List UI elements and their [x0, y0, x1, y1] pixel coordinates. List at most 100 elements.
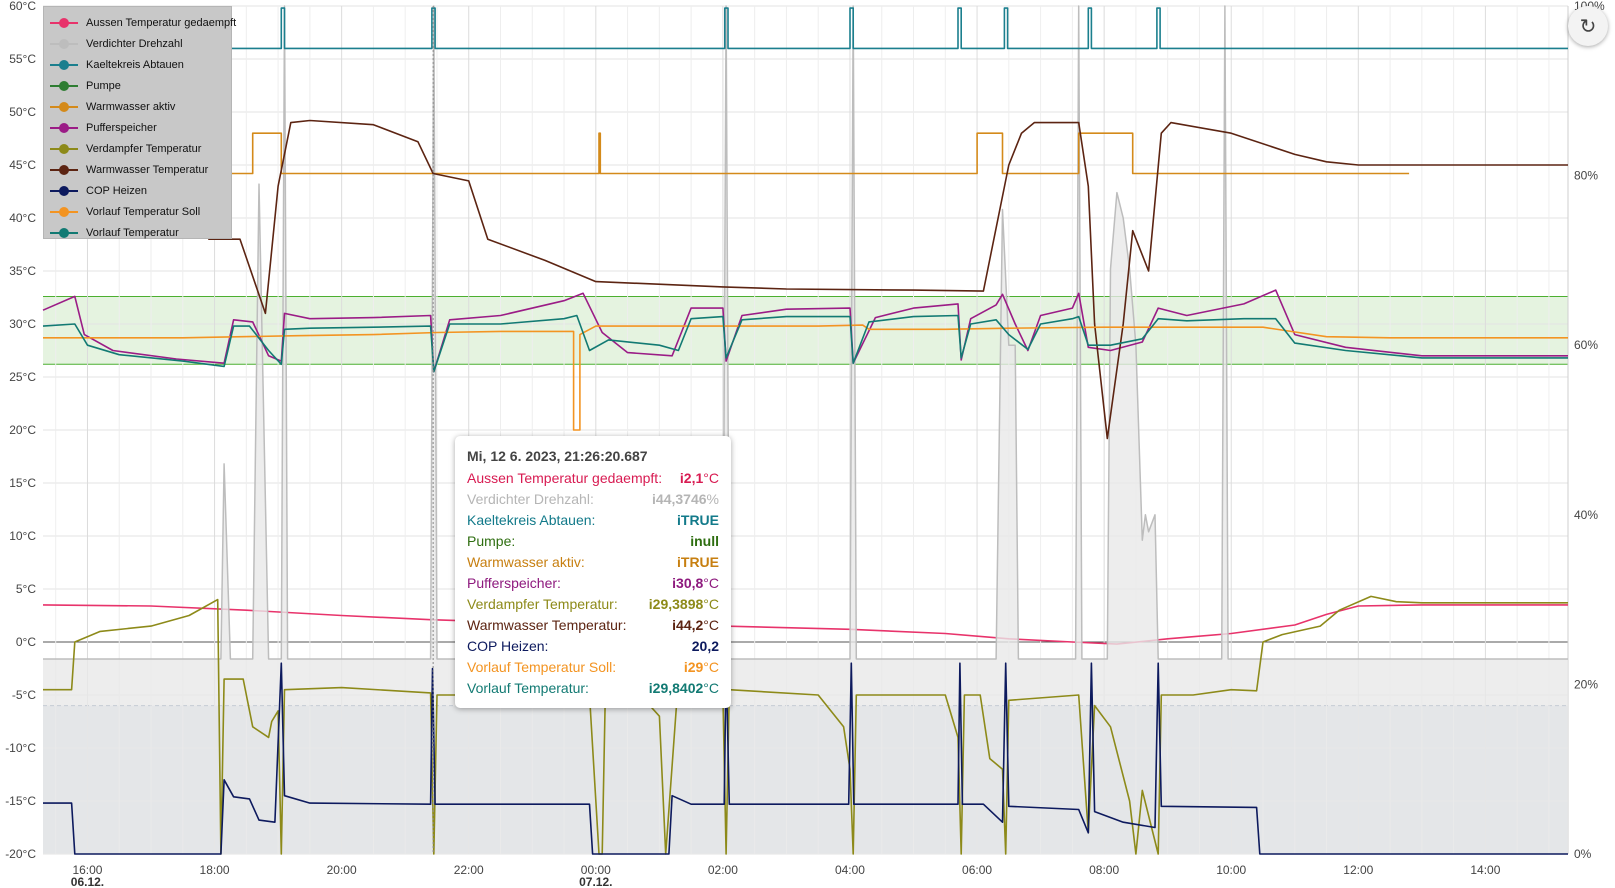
- y-left-tick-label: -20°C: [5, 847, 36, 861]
- legend-item[interactable]: Vorlauf Temperatur: [50, 223, 179, 243]
- x-tick-label: 20:00: [327, 863, 357, 877]
- series-area-1: [43, 6, 1568, 854]
- tooltip-row-label: Kaeltekreis Abtauen:: [467, 512, 596, 528]
- y-left-tick-label: 40°C: [9, 211, 36, 225]
- y-left-tick-label: 20°C: [9, 423, 36, 437]
- x-tick-date: 06.12.: [71, 875, 104, 888]
- legend-item[interactable]: Pufferspeicher: [50, 118, 157, 138]
- y-left-tick-label: -5°C: [12, 688, 36, 702]
- legend-item[interactable]: Warmwasser aktiv: [50, 97, 175, 117]
- legend-item[interactable]: Vorlauf Temperatur Soll: [50, 202, 200, 222]
- legend-item[interactable]: Kaeltekreis Abtauen: [50, 55, 184, 75]
- legend-item[interactable]: COP Heizen: [50, 181, 147, 201]
- tooltip-row-label: Pufferspeicher:: [467, 575, 561, 591]
- y-axis-left: 60°C 55°C 50°C 45°C 40°C 35°C 30°C 25°C 20°C 15°C…: [5, 0, 36, 861]
- y-right-tick-label: 80%: [1574, 169, 1598, 183]
- tooltip-row-label: Verdampfer Temperatur:: [467, 596, 618, 612]
- tooltip-row: Pumpe: inull: [467, 533, 719, 553]
- legend-label: Aussen Temperatur gedaempft: [86, 17, 237, 29]
- legend-swatch-icon: [50, 165, 78, 175]
- series-line-10: [42, 314, 1568, 373]
- x-tick-label: 04:00: [835, 863, 865, 877]
- tooltip-row: Aussen Temperatur gedaempft: i2,1°C: [467, 470, 719, 490]
- legend-item[interactable]: Verdichter Drehzahl: [50, 34, 183, 54]
- refresh-button[interactable]: ↻: [1568, 6, 1608, 46]
- series-line-4: [43, 132, 1410, 175]
- x-tick-date: 07.12.: [579, 875, 612, 888]
- y-left-tick-label: 60°C: [9, 0, 36, 13]
- y-left-tick-label: 15°C: [9, 476, 36, 490]
- legend-label: Pumpe: [86, 80, 121, 92]
- y-left-tick-label: 5°C: [16, 582, 36, 596]
- y-right-tick-label: 60%: [1574, 338, 1598, 352]
- series-line-6: [43, 595, 1568, 855]
- tooltip-row-value: iTRUE: [677, 554, 719, 570]
- tooltip-row-label: Vorlauf Temperatur:: [467, 680, 589, 696]
- legend-label: Warmwasser aktiv: [86, 101, 176, 113]
- legend-label: Warmwasser Temperatur: [86, 164, 209, 176]
- y-right-tick-label: 20%: [1574, 677, 1598, 691]
- legend-swatch-icon: [50, 228, 78, 238]
- y-left-tick-label: -15°C: [5, 794, 36, 808]
- legend-swatch-icon: [50, 186, 78, 196]
- x-tick-label: 06:00: [962, 863, 992, 877]
- legend-label: Verdichter Drehzahl: [86, 38, 183, 50]
- tooltip-row-value: i29,8402°C: [648, 680, 719, 696]
- series-line-0: [42, 604, 1568, 645]
- series-line-7: [208, 119, 1568, 440]
- legend-swatch-icon: [50, 102, 78, 112]
- tooltip-row-value: i44,3746%: [652, 491, 719, 507]
- tooltip-title: Mi, 12 6. 2023, 21:26:20.687: [467, 448, 648, 464]
- tooltip-row-value: i2,1°C: [679, 470, 719, 486]
- legend-label: COP Heizen: [86, 185, 147, 197]
- series-group: [42, 5, 1568, 855]
- y-right-tick-label: 40%: [1574, 508, 1598, 522]
- x-tick-label: 18:00: [200, 863, 230, 877]
- tooltip-row-label: Aussen Temperatur gedaempft:: [467, 470, 663, 486]
- tooltip-row-label: Warmwasser Temperatur:: [467, 617, 627, 633]
- tooltip-row: Kaeltekreis Abtauen: iTRUE: [467, 512, 719, 532]
- legend-item[interactable]: Aussen Temperatur gedaempft: [50, 13, 236, 33]
- tooltip-row: Vorlauf Temperatur: i29,8402°C: [467, 680, 719, 700]
- legend-swatch-icon: [50, 60, 78, 70]
- y-left-tick-label: -10°C: [5, 741, 36, 755]
- tooltip-row: Warmwasser aktiv: iTRUE: [467, 554, 719, 574]
- tooltip-row-label: Pumpe:: [467, 533, 516, 549]
- legend[interactable]: Aussen Temperatur gedaempft Verdichter Dr…: [43, 6, 236, 239]
- y-left-tick-label: 50°C: [9, 105, 36, 119]
- tooltip-row: Warmwasser Temperatur: i44,2°C: [467, 617, 719, 637]
- x-tick-label: 02:00: [708, 863, 738, 877]
- tooltip-row: Verdichter Drehzahl: i44,3746%: [467, 491, 719, 511]
- tooltip-row: Pufferspeicher: i30,8°C: [467, 575, 719, 595]
- legend-item[interactable]: Verdampfer Temperatur: [50, 139, 201, 159]
- x-tick-label: 16:00: [72, 863, 102, 877]
- legend-swatch-icon: [50, 144, 78, 154]
- x-tick-label: 00:00: [581, 863, 611, 877]
- y-left-tick-label: 25°C: [9, 370, 36, 384]
- legend-item[interactable]: Warmwasser Temperatur: [50, 160, 208, 180]
- tooltip-row: Verdampfer Temperatur: i29,3898°C: [467, 596, 719, 616]
- series-line-8: [43, 662, 1568, 855]
- tooltip-row-label: COP Heizen:: [467, 638, 549, 654]
- legend-label: Pufferspeicher: [86, 122, 157, 134]
- y-axis-right: 100%80%60%40%20%0%: [1574, 0, 1605, 861]
- refresh-icon: ↻: [1579, 15, 1597, 38]
- legend-label: Kaeltekreis Abtauen: [86, 59, 184, 71]
- y-right-tick-label: 0%: [1574, 847, 1592, 861]
- tooltip-row-value: 20,2: [691, 638, 719, 654]
- tooltip-row-value: i30,8°C: [672, 575, 719, 591]
- tooltip-row: Vorlauf Temperatur Soll: i29°C: [467, 659, 719, 679]
- y-left-tick-label: 45°C: [9, 158, 36, 172]
- tooltip-row-value: i29°C: [683, 659, 719, 675]
- legend-swatch-icon: [50, 18, 78, 28]
- legend-item[interactable]: Pumpe: [50, 76, 121, 96]
- y-left-tick-label: 30°C: [9, 317, 36, 331]
- tooltip-row: COP Heizen: 20,2: [467, 638, 719, 658]
- y-left-tick-label: 10°C: [9, 529, 36, 543]
- tooltip-row-value: iTRUE: [677, 512, 719, 528]
- x-tick-label: 12:00: [1343, 863, 1373, 877]
- legend-label: Vorlauf Temperatur: [86, 227, 179, 239]
- tooltip-row-label: Vorlauf Temperatur Soll:: [467, 659, 617, 675]
